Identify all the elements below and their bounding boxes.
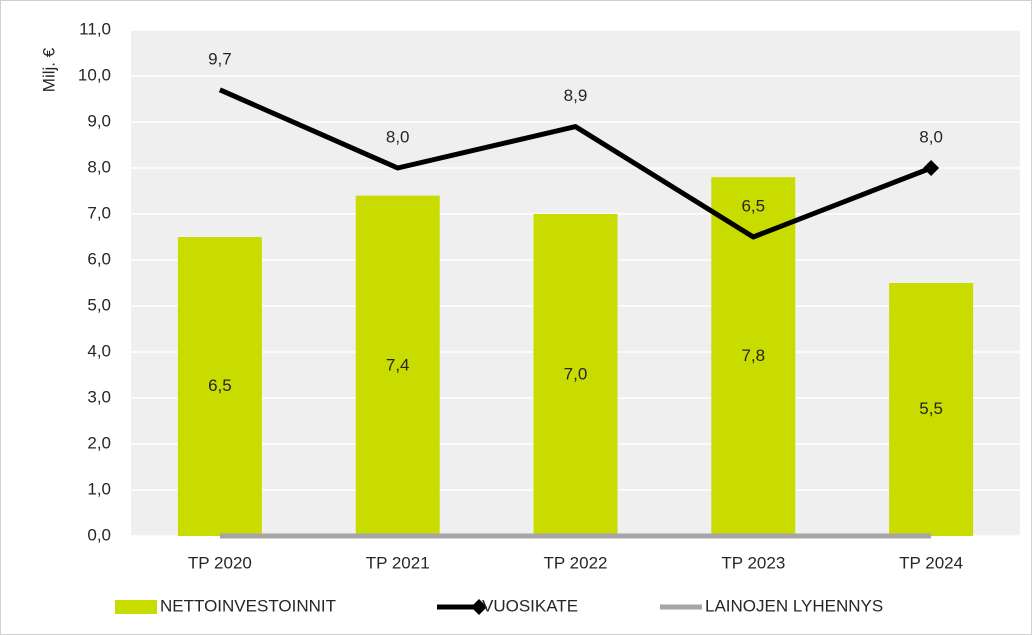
x-tick-label: TP 2020 — [188, 553, 252, 572]
legend-label: VUOSIKATE — [482, 596, 578, 615]
y-tick-label: 3,0 — [87, 387, 111, 406]
y-tick-label: 5,0 — [87, 295, 111, 314]
data-label: 8,0 — [919, 127, 943, 146]
x-tick-label: TP 2024 — [899, 553, 963, 572]
legend-label: NETTOINVESTOINNIT — [160, 596, 336, 615]
y-tick-label: 9,0 — [87, 111, 111, 130]
y-tick-label: 6,0 — [87, 249, 111, 268]
data-label: 6,5 — [741, 196, 765, 215]
data-label: 8,0 — [386, 127, 410, 146]
bar — [533, 214, 618, 536]
bar — [177, 237, 262, 536]
line-marker — [923, 160, 940, 176]
bar — [355, 195, 440, 536]
data-label: 7,0 — [564, 364, 588, 383]
data-label: 7,8 — [741, 346, 765, 365]
y-tick-label: 8,0 — [87, 157, 111, 176]
y-tick-label: 4,0 — [87, 341, 111, 360]
data-label: 5,5 — [919, 399, 943, 418]
y-tick-label: 10,0 — [78, 65, 111, 84]
x-tick-label: TP 2023 — [721, 553, 785, 572]
y-tick-label: 2,0 — [87, 433, 111, 452]
y-tick-label: 11,0 — [79, 19, 111, 38]
y-tick-label: 0,0 — [87, 525, 111, 544]
data-label: 7,4 — [386, 355, 410, 374]
data-label: 8,9 — [564, 86, 588, 105]
data-label: 6,5 — [208, 376, 232, 395]
bar — [889, 283, 974, 536]
legend-swatch — [115, 600, 157, 614]
line — [218, 87, 933, 240]
legend-marker — [471, 599, 487, 615]
y-tick-label: 7,0 — [87, 203, 111, 222]
y-tick-label: 1,0 — [87, 479, 111, 498]
x-tick-label: TP 2021 — [366, 553, 430, 572]
data-label: 9,7 — [208, 49, 232, 68]
y-axis-label: Milj. € — [39, 47, 58, 92]
legend-label: LAINOJEN LYHENNYS — [705, 596, 883, 615]
x-tick-label: TP 2022 — [544, 553, 608, 572]
